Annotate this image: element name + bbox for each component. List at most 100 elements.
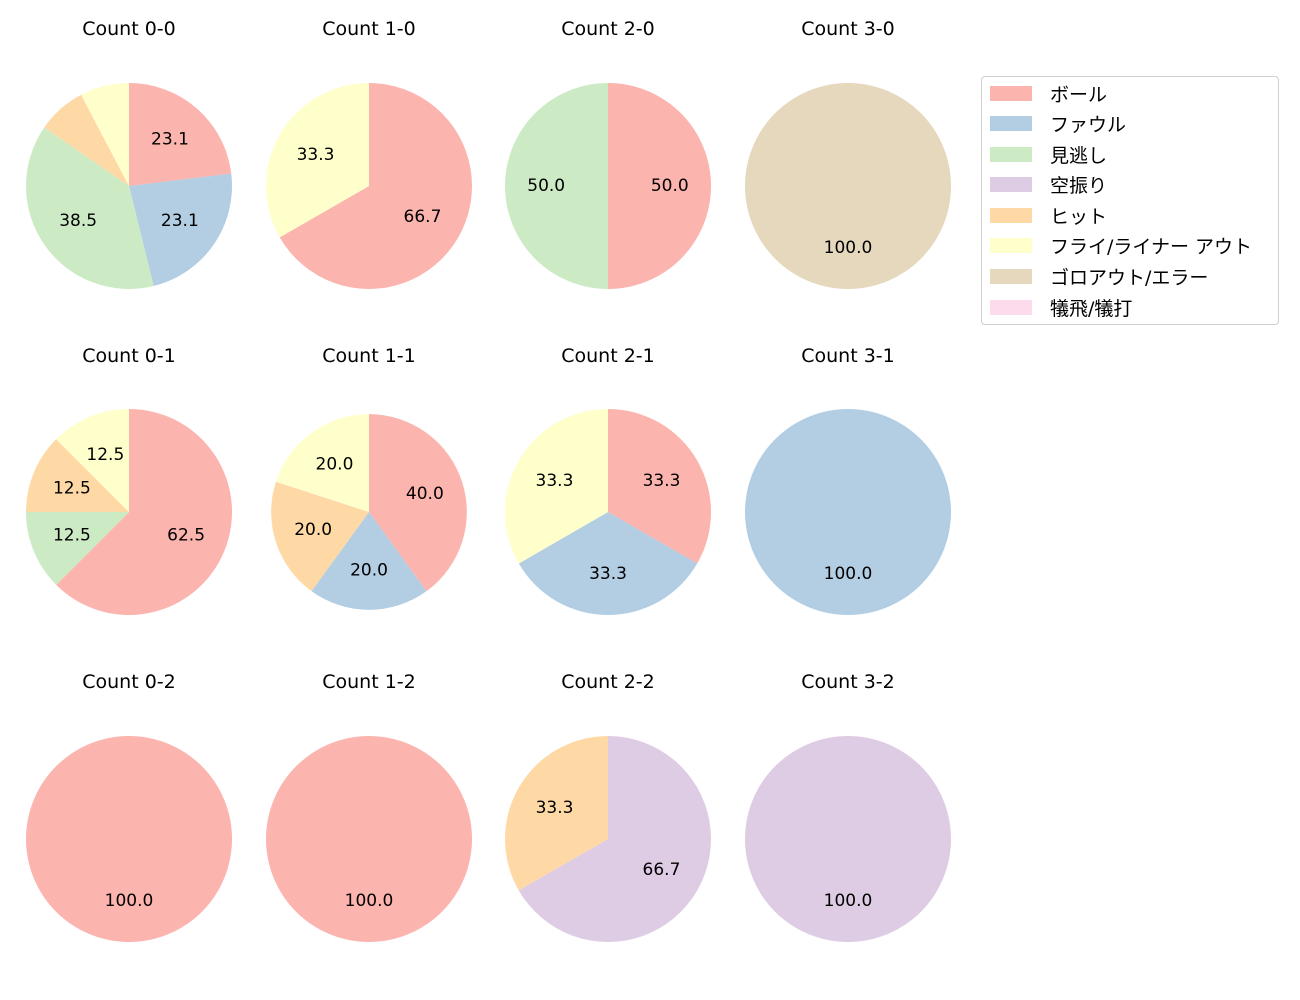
legend-swatch xyxy=(990,207,1032,223)
legend-swatch xyxy=(990,299,1032,315)
pie-slice xyxy=(26,736,232,942)
pie-slice xyxy=(26,512,129,585)
pie-title: Count 0-2 xyxy=(82,671,176,693)
pie-count-0-0: 23.1 23.1 38.5 xyxy=(25,83,232,290)
legend-swatch xyxy=(990,85,1032,101)
pie-slice xyxy=(44,94,129,186)
legend-item: フライ/ライナー アウト xyxy=(990,233,1253,258)
pie-slice xyxy=(266,736,472,942)
pie-title: Count 2-0 xyxy=(561,18,655,40)
pie-title: Count 2-2 xyxy=(561,671,655,693)
pie-slice xyxy=(275,414,369,512)
pie-count-1-1: 40.0 20.0 20.0 20.0 xyxy=(271,414,467,610)
pie-slice xyxy=(608,409,712,564)
slice-value-label: 33.3 xyxy=(536,471,574,491)
slice-value-label: 100.0 xyxy=(824,564,873,584)
legend-label: ヒット xyxy=(1050,205,1108,228)
pie-title: Count 1-1 xyxy=(322,345,416,367)
slice-value-label: 23.1 xyxy=(161,211,199,231)
slice-value-label: 12.5 xyxy=(86,445,124,465)
slice-value-label: 50.0 xyxy=(527,176,565,196)
slice-value-label: 33.3 xyxy=(589,564,627,584)
legend-item: 見逃し xyxy=(990,142,1108,167)
legend-swatch xyxy=(990,146,1032,162)
slice-value-label: 62.5 xyxy=(167,526,205,546)
legend-swatch xyxy=(990,237,1032,253)
legend-label: 空振り xyxy=(1050,174,1108,197)
pie-count-1-0: 66.7 33.3 xyxy=(266,83,472,289)
legend-item: ファウル xyxy=(990,111,1127,136)
legend-label: ボール xyxy=(1050,83,1108,106)
slice-value-label: 100.0 xyxy=(824,238,873,258)
pie-slice xyxy=(56,409,233,615)
pie-slice xyxy=(26,439,129,512)
pie-title: Count 2-1 xyxy=(561,345,655,367)
pie-slice xyxy=(745,736,951,942)
pie-slice xyxy=(129,173,232,287)
legend-label: ゴロアウト/エラー xyxy=(1050,266,1209,289)
pie-title: Count 1-2 xyxy=(322,671,416,693)
pie-slice xyxy=(745,83,951,289)
pie-slice xyxy=(505,83,608,289)
pie-slice xyxy=(279,83,472,289)
pie-count-3-2: 100.0 xyxy=(745,736,951,942)
pie-count-0-1: 62.5 12.5 12.5 12.5 xyxy=(26,409,233,615)
legend-label: 見逃し xyxy=(1050,144,1108,167)
pie-slice xyxy=(505,736,608,891)
legend-swatch xyxy=(990,176,1032,192)
pie-slice xyxy=(369,414,467,592)
pie-slice xyxy=(505,409,608,564)
pie-slice xyxy=(129,83,232,186)
pie-slice xyxy=(745,409,951,615)
legend-item: 犠飛/犠打 xyxy=(990,295,1133,320)
pie-count-2-2: 66.7 33.3 xyxy=(505,736,711,943)
legend-item: ボール xyxy=(990,81,1108,106)
legend-item: ヒット xyxy=(990,203,1108,228)
legend: ボール ファウル 見逃し 空振り ヒット フライ/ライナー アウト ゴロアウト/… xyxy=(981,76,1279,325)
pie-count-2-1: 33.3 33.3 33.3 xyxy=(505,409,712,615)
slice-value-label: 20.0 xyxy=(350,561,388,581)
slice-value-label: 40.0 xyxy=(406,484,444,504)
pie-slice xyxy=(25,127,154,290)
pie-title: Count 0-1 xyxy=(82,345,176,367)
legend-label: ファウル xyxy=(1050,113,1127,136)
slice-value-label: 38.5 xyxy=(59,211,97,231)
slice-value-label: 20.0 xyxy=(316,455,354,475)
legend-item: 空振り xyxy=(990,172,1108,197)
slice-value-label: 66.7 xyxy=(404,207,442,227)
slice-value-label: 33.3 xyxy=(643,471,681,491)
slice-value-label: 23.1 xyxy=(151,130,189,150)
pie-slice xyxy=(56,409,130,512)
pie-slice xyxy=(518,736,711,943)
slice-value-label: 66.7 xyxy=(643,860,681,880)
slice-value-label: 20.0 xyxy=(294,520,332,540)
pie-title: Count 3-0 xyxy=(801,18,895,40)
legend-swatch xyxy=(990,115,1032,131)
pie-count-2-0: 50.0 50.0 xyxy=(505,83,711,289)
pie-title: Count 0-0 xyxy=(82,18,176,40)
pie-slice xyxy=(311,512,427,610)
slice-value-label: 100.0 xyxy=(824,891,873,911)
slice-value-label: 33.3 xyxy=(297,145,335,165)
slice-value-label: 100.0 xyxy=(105,891,154,911)
pie-slice xyxy=(266,83,369,238)
legend-label: 犠飛/犠打 xyxy=(1050,297,1133,320)
slice-value-label: 50.0 xyxy=(651,176,689,196)
slice-value-label: 33.3 xyxy=(536,798,574,818)
pie-slice xyxy=(271,481,369,592)
pie-title: Count 3-2 xyxy=(801,671,895,693)
pie-count-3-1: 100.0 xyxy=(745,409,951,615)
legend-item: ゴロアウト/エラー xyxy=(990,264,1209,289)
pie-slice xyxy=(518,512,698,615)
legend-swatch xyxy=(990,268,1032,284)
pie-title: Count 1-0 xyxy=(322,18,416,40)
pie-slice xyxy=(81,83,129,186)
pie-count-0-2: 100.0 xyxy=(26,736,232,942)
slice-value-label: 12.5 xyxy=(53,526,91,546)
slice-value-label: 100.0 xyxy=(345,891,394,911)
legend-label: フライ/ライナー アウト xyxy=(1050,235,1253,258)
pie-count-3-0: 100.0 xyxy=(745,83,951,289)
pie-count-1-2: 100.0 xyxy=(266,736,472,942)
